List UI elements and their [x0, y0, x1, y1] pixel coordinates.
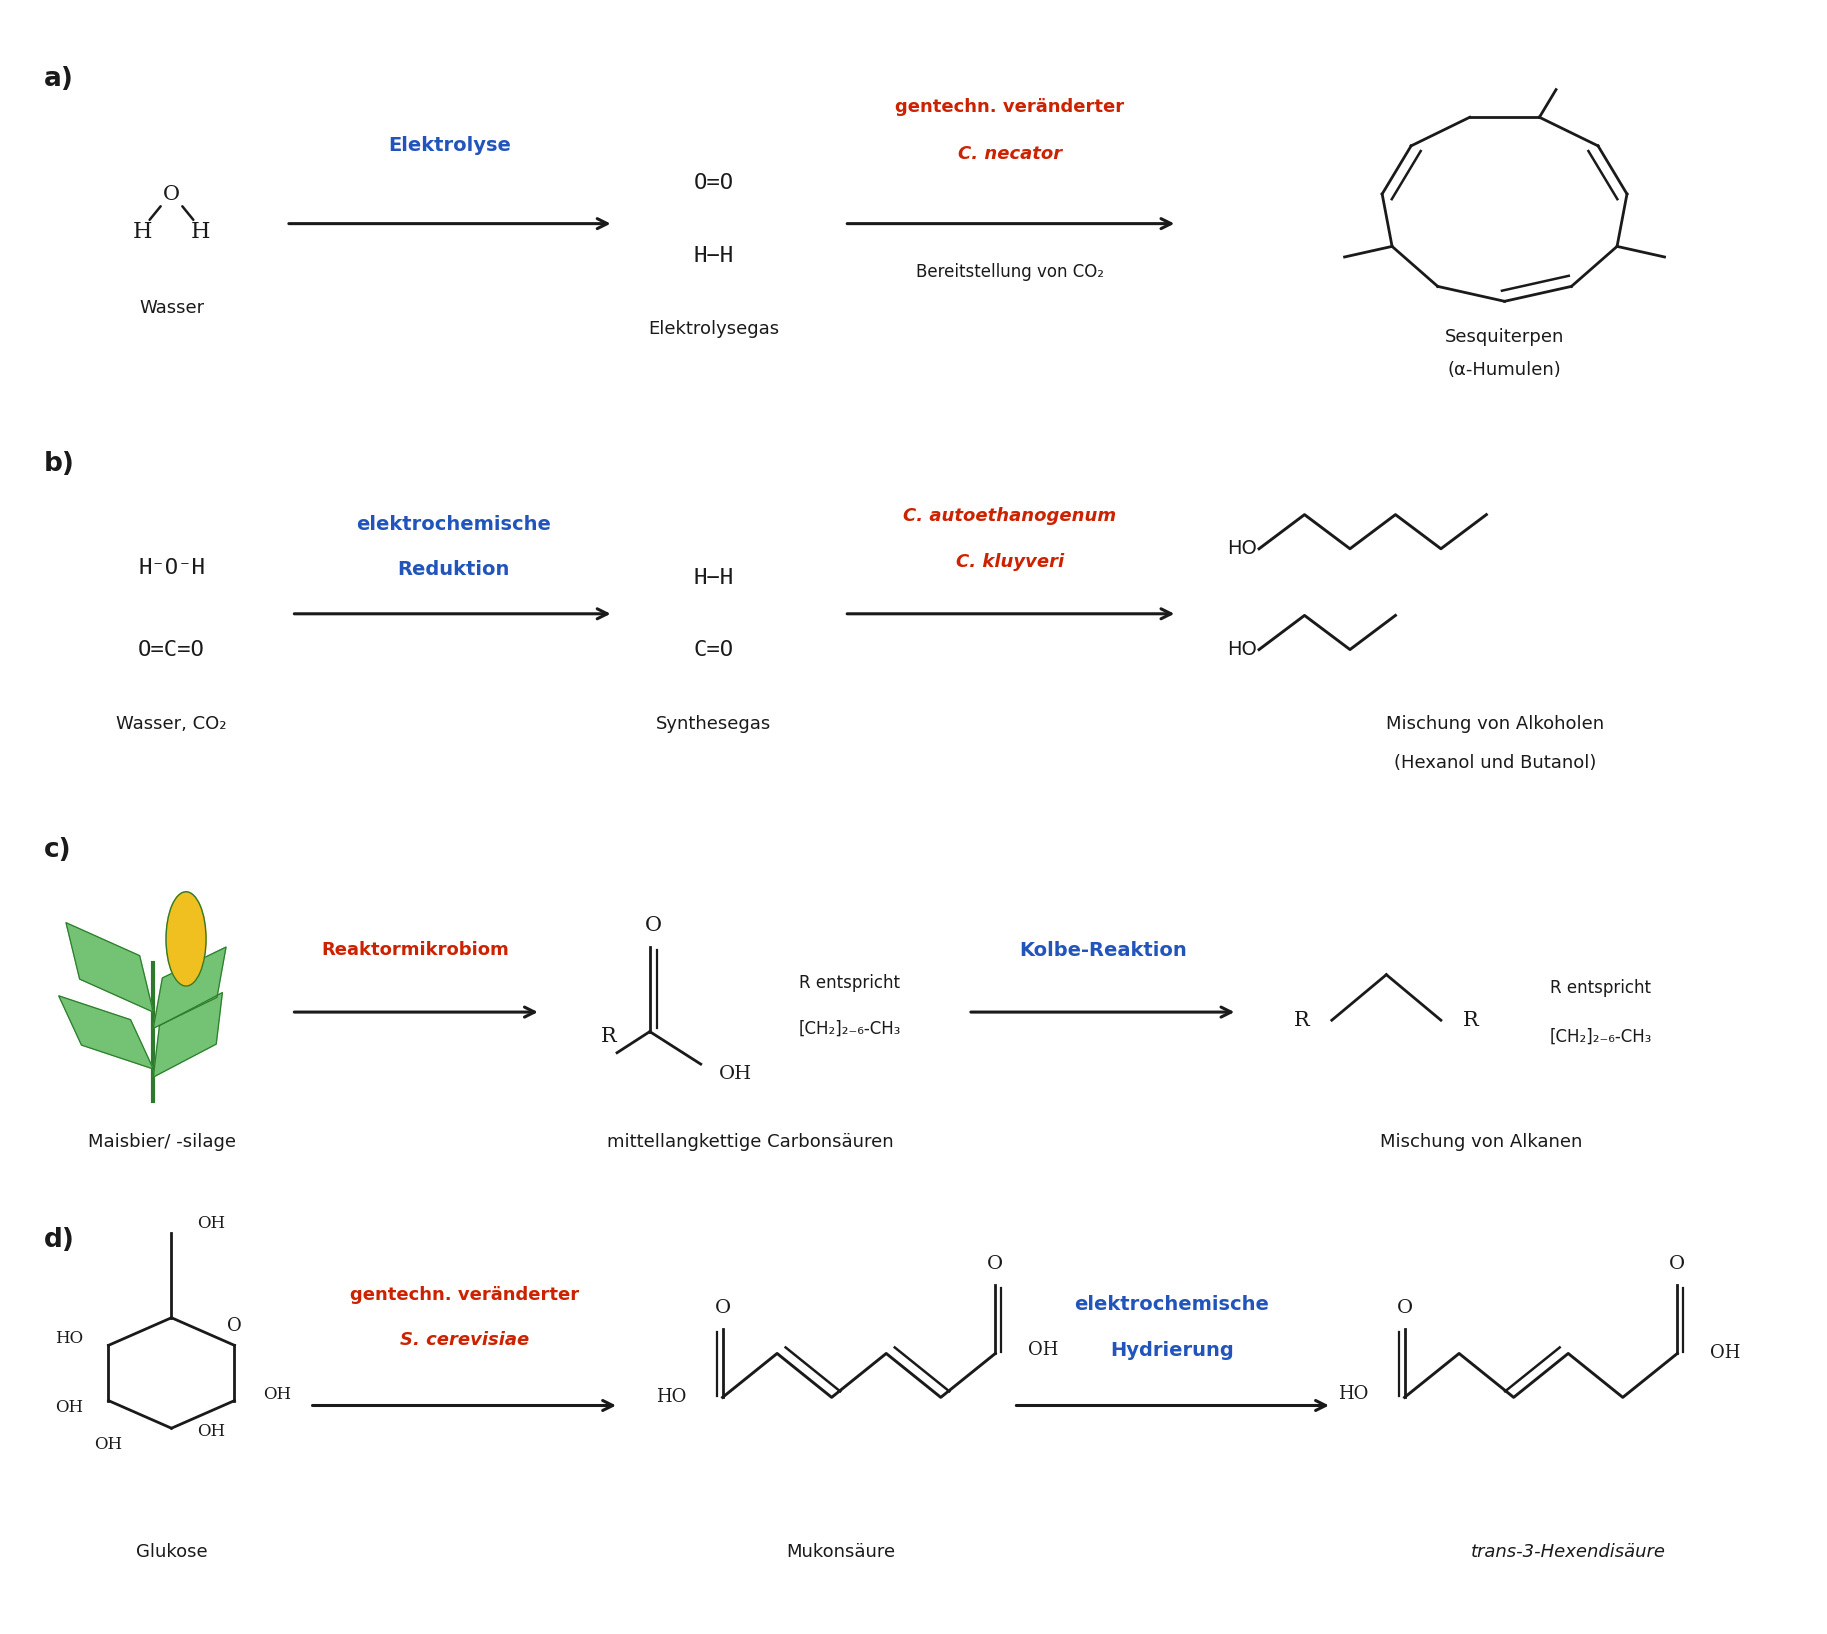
Text: (Hexanol und Butanol): (Hexanol und Butanol) [1394, 755, 1597, 773]
Polygon shape [58, 995, 153, 1069]
Text: HO: HO [1228, 641, 1257, 659]
Text: (α-Humulen): (α-Humulen) [1447, 361, 1562, 379]
Text: elektrochemische: elektrochemische [356, 515, 550, 534]
Polygon shape [153, 948, 227, 1028]
Text: gentechn. veränderter: gentechn. veränderter [349, 1286, 579, 1304]
Text: OH: OH [95, 1436, 122, 1453]
Text: Kolbe-Reaktion: Kolbe-Reaktion [1019, 941, 1186, 959]
Text: Mischung von Alkanen: Mischung von Alkanen [1379, 1132, 1582, 1150]
Text: b): b) [44, 451, 75, 477]
Text: R: R [1294, 1011, 1310, 1029]
Text: H: H [190, 221, 210, 243]
Text: mittellangkettige Carbonsäuren: mittellangkettige Carbonsäuren [607, 1132, 893, 1150]
Text: OH: OH [197, 1423, 225, 1440]
Text: Mukonsäure: Mukonsäure [786, 1542, 895, 1560]
Text: HO: HO [1337, 1386, 1368, 1404]
Text: Reaktormikrobiom: Reaktormikrobiom [322, 941, 510, 959]
Text: HO: HO [1228, 539, 1257, 559]
Text: O: O [645, 917, 661, 935]
Text: O: O [987, 1255, 1003, 1273]
Text: R: R [601, 1026, 618, 1046]
Text: [CH₂]₂₋₆-CH₃: [CH₂]₂₋₆-CH₃ [798, 1020, 901, 1038]
Polygon shape [66, 923, 153, 1011]
Text: S. cerevisiae: S. cerevisiae [400, 1332, 528, 1350]
Text: Glukose: Glukose [135, 1542, 206, 1560]
Text: O: O [227, 1317, 241, 1335]
Text: c): c) [44, 837, 71, 863]
Text: Elektrolyse: Elektrolyse [389, 136, 512, 155]
Text: Hydrierung: Hydrierung [1109, 1342, 1233, 1359]
Text: O: O [1670, 1255, 1684, 1273]
Text: OH: OH [718, 1065, 753, 1083]
Text: Wasser, CO₂: Wasser, CO₂ [117, 716, 227, 734]
Text: elektrochemische: elektrochemische [1074, 1296, 1270, 1314]
Text: C. kluyveri: C. kluyveri [956, 552, 1063, 570]
Text: Bereitstellung von CO₂: Bereitstellung von CO₂ [915, 263, 1104, 281]
Text: OH: OH [55, 1399, 82, 1415]
Text: C=O: C=O [694, 639, 733, 660]
Text: trans-3-Hexendisäure: trans-3-Hexendisäure [1471, 1542, 1666, 1560]
Text: O: O [714, 1299, 731, 1317]
Text: OH: OH [1029, 1342, 1058, 1359]
Text: HO: HO [55, 1330, 82, 1348]
Text: Synthesegas: Synthesegas [656, 716, 771, 734]
Text: H−H: H−H [694, 247, 733, 266]
Text: H: H [133, 221, 152, 243]
Text: O=O: O=O [694, 173, 733, 193]
Text: OH: OH [197, 1216, 225, 1232]
Text: H−H: H−H [694, 569, 733, 588]
Text: gentechn. veränderter: gentechn. veränderter [895, 98, 1124, 116]
Text: R entspricht: R entspricht [798, 974, 901, 992]
Text: Elektrolysegas: Elektrolysegas [649, 320, 778, 338]
Text: OH: OH [263, 1386, 292, 1402]
Text: O: O [163, 185, 181, 204]
Text: C. necator: C. necator [957, 145, 1061, 163]
Ellipse shape [166, 892, 206, 985]
Text: d): d) [44, 1227, 75, 1253]
Text: Sesquiterpen: Sesquiterpen [1445, 328, 1564, 346]
Text: Wasser: Wasser [139, 299, 205, 317]
Polygon shape [153, 992, 223, 1077]
Text: HO: HO [656, 1389, 687, 1407]
Text: Maisbier/ -silage: Maisbier/ -silage [88, 1132, 236, 1150]
Text: O=C=O: O=C=O [139, 639, 205, 660]
Text: O: O [1396, 1299, 1412, 1317]
Text: Reduktion: Reduktion [396, 560, 510, 580]
Text: OH: OH [1710, 1345, 1741, 1363]
Text: a): a) [44, 65, 75, 92]
Text: R entspricht: R entspricht [1549, 979, 1652, 997]
Text: [CH₂]₂₋₆-CH₃: [CH₂]₂₋₆-CH₃ [1549, 1028, 1652, 1046]
Text: R: R [1463, 1011, 1478, 1029]
Text: H⁻O⁻H: H⁻O⁻H [139, 559, 205, 578]
Text: C. autoethanogenum: C. autoethanogenum [903, 507, 1116, 525]
Text: Mischung von Alkoholen: Mischung von Alkoholen [1387, 716, 1604, 734]
